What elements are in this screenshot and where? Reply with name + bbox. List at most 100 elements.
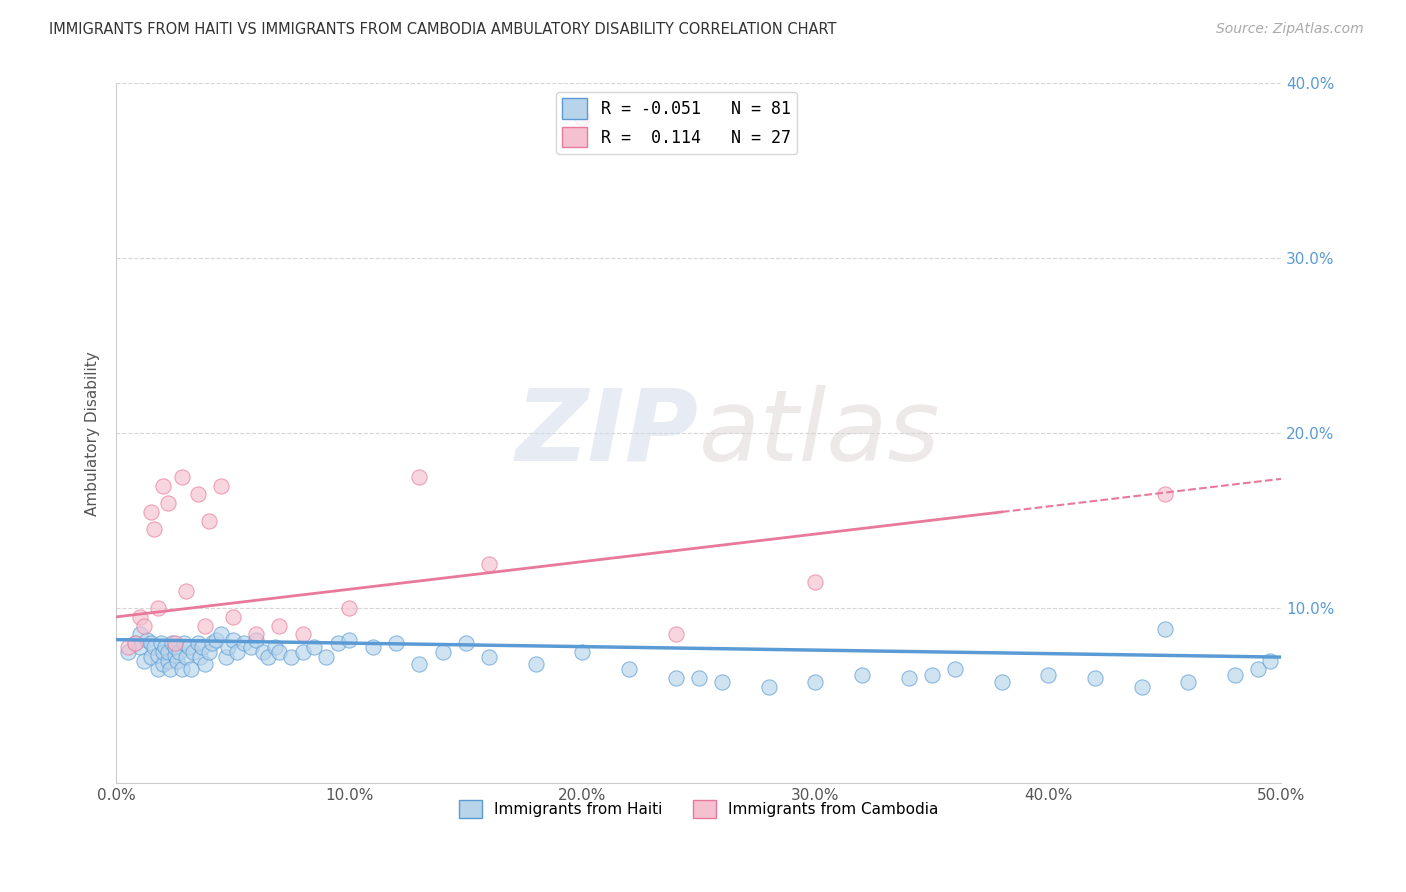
Point <box>1154 622 1177 636</box>
Point <box>170 470 193 484</box>
Point <box>142 640 165 654</box>
Point <box>159 662 181 676</box>
Point <box>263 640 285 654</box>
Point <box>897 671 920 685</box>
Point <box>315 650 337 665</box>
Point <box>337 632 360 647</box>
Point <box>152 645 174 659</box>
Point <box>1177 674 1199 689</box>
Point <box>160 636 183 650</box>
Point <box>291 645 314 659</box>
Point <box>134 654 156 668</box>
Point <box>156 496 179 510</box>
Point <box>128 640 150 654</box>
Point <box>166 654 188 668</box>
Point <box>361 640 384 654</box>
Point <box>269 645 291 659</box>
Point <box>291 627 314 641</box>
Point <box>163 640 186 654</box>
Point <box>233 636 256 650</box>
Point <box>256 650 278 665</box>
Text: IMMIGRANTS FROM HAITI VS IMMIGRANTS FROM CAMBODIA AMBULATORY DISABILITY CORRELAT: IMMIGRANTS FROM HAITI VS IMMIGRANTS FROM… <box>49 22 837 37</box>
Point <box>851 667 873 681</box>
Point <box>174 583 197 598</box>
Point <box>148 662 170 676</box>
Point <box>117 640 139 654</box>
Point <box>163 648 186 663</box>
Point <box>1247 662 1270 676</box>
Point <box>148 601 170 615</box>
Point <box>152 479 174 493</box>
Point <box>198 645 221 659</box>
Point <box>170 662 193 676</box>
Point <box>209 479 232 493</box>
Point <box>155 640 177 654</box>
Point <box>337 601 360 615</box>
Point <box>432 645 454 659</box>
Point <box>571 112 593 126</box>
Point <box>194 618 217 632</box>
Point <box>408 470 430 484</box>
Point <box>198 514 221 528</box>
Point <box>408 657 430 672</box>
Point <box>205 632 228 647</box>
Point <box>245 632 267 647</box>
Point <box>222 610 245 624</box>
Point <box>1223 667 1246 681</box>
Point <box>326 636 349 650</box>
Point <box>167 645 190 659</box>
Point <box>141 650 163 665</box>
Point <box>174 650 197 665</box>
Point <box>524 657 547 672</box>
Point <box>711 674 734 689</box>
Text: Source: ZipAtlas.com: Source: ZipAtlas.com <box>1216 22 1364 37</box>
Point <box>226 645 249 659</box>
Point <box>804 574 827 589</box>
Point <box>245 627 267 641</box>
Point <box>180 662 202 676</box>
Legend: Immigrants from Haiti, Immigrants from Cambodia: Immigrants from Haiti, Immigrants from C… <box>453 794 945 824</box>
Point <box>664 671 686 685</box>
Point <box>149 636 172 650</box>
Point <box>191 640 214 654</box>
Point <box>148 648 170 663</box>
Point <box>990 674 1012 689</box>
Point <box>664 627 686 641</box>
Point <box>201 636 224 650</box>
Point <box>187 487 209 501</box>
Point <box>156 654 179 668</box>
Point <box>1130 680 1153 694</box>
Point <box>921 667 943 681</box>
Point <box>304 640 326 654</box>
Point <box>194 657 217 672</box>
Point <box>1038 667 1060 681</box>
Point <box>177 640 200 654</box>
Point <box>252 645 274 659</box>
Point <box>571 645 593 659</box>
Point <box>269 618 291 632</box>
Point <box>1084 671 1107 685</box>
Point <box>152 657 174 672</box>
Point <box>478 650 501 665</box>
Point <box>128 610 150 624</box>
Point <box>124 636 146 650</box>
Point <box>280 650 302 665</box>
Point <box>217 640 239 654</box>
Text: ZIP: ZIP <box>516 384 699 482</box>
Point <box>617 662 640 676</box>
Point <box>163 636 186 650</box>
Point <box>804 674 827 689</box>
Point <box>1154 487 1177 501</box>
Point <box>215 650 238 665</box>
Point <box>943 662 966 676</box>
Point <box>142 523 165 537</box>
Point <box>134 618 156 632</box>
Point <box>1258 654 1281 668</box>
Point <box>141 505 163 519</box>
Point <box>181 645 204 659</box>
Text: atlas: atlas <box>699 384 941 482</box>
Point <box>117 645 139 659</box>
Point <box>478 558 501 572</box>
Point <box>128 627 150 641</box>
Point <box>209 627 232 641</box>
